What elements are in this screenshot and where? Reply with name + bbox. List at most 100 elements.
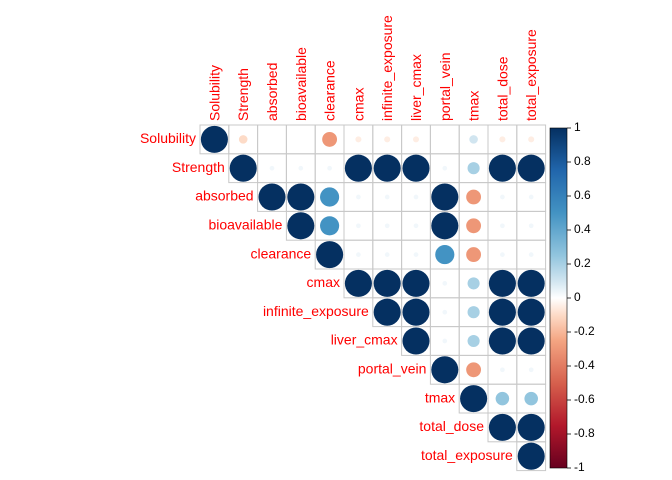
corr-circle-Strength-Strength bbox=[229, 154, 257, 182]
corr-circle-clearance-total_dose bbox=[500, 252, 505, 257]
corr-circle-infinite_exposure-total_dose bbox=[488, 298, 516, 326]
corr-circle-portal_vein-tmax bbox=[466, 362, 482, 378]
corr-circle-cmax-total_exposure bbox=[517, 269, 545, 297]
corr-circle-bioavailable-total_exposure bbox=[528, 223, 534, 229]
corr-circle-absorbed-clearance bbox=[320, 187, 340, 207]
corr-circle-bioavailable-total_dose bbox=[500, 223, 505, 229]
corr-circle-Strength-portal_vein bbox=[442, 165, 448, 171]
corr-circle-liver_cmax-total_dose bbox=[488, 327, 516, 355]
row-label-infinite_exposure: infinite_exposure bbox=[263, 303, 369, 319]
corr-circle-absorbed-portal_vein bbox=[431, 183, 459, 211]
corr-circle-absorbed-tmax bbox=[466, 189, 482, 205]
corr-circle-bioavailable-liver_cmax bbox=[413, 223, 419, 229]
color-legend-tick-label: -0.8 bbox=[574, 426, 595, 440]
corr-circle-Strength-total_dose bbox=[488, 154, 516, 182]
corr-circle-infinite_exposure-liver_cmax bbox=[402, 298, 430, 326]
corr-circle-Strength-cmax bbox=[344, 154, 372, 182]
corr-circle-clearance-total_exposure bbox=[528, 252, 534, 257]
corr-circle-infinite_exposure-infinite_exposure bbox=[373, 298, 401, 326]
corr-circle-tmax-tmax bbox=[460, 385, 488, 413]
corr-circle-Solubility-tmax bbox=[469, 135, 478, 144]
row-labels: Solubility Strength absorbed bioavailable cl… bbox=[140, 130, 513, 463]
corr-circle-liver_cmax-liver_cmax bbox=[402, 327, 430, 355]
color-legend-tick-label: 0.6 bbox=[574, 188, 591, 202]
color-legend-tick-label: -0.4 bbox=[574, 358, 595, 372]
corr-circle-bioavailable-infinite_exposure bbox=[384, 223, 390, 229]
corr-circle-portal_vein-total_exposure bbox=[528, 367, 534, 373]
corr-circle-clearance-cmax bbox=[356, 252, 361, 257]
corr-circle-Solubility-Solubility bbox=[200, 125, 228, 153]
column-label-Solubility: Solubility bbox=[206, 65, 222, 121]
column-label-portal_vein: portal_vein bbox=[437, 53, 453, 122]
correlation-grid bbox=[199, 124, 547, 472]
grid-cell bbox=[516, 441, 547, 472]
row-label-total_dose: total_dose bbox=[419, 418, 484, 434]
column-labels: Solubility Strength absorbed bioavailable cl… bbox=[206, 15, 539, 121]
corr-circle-Strength-tmax bbox=[467, 162, 480, 175]
row-label-total_exposure: total_exposure bbox=[421, 447, 513, 463]
color-legend-tick-label: -0.2 bbox=[574, 324, 595, 338]
row-label-bioavailable: bioavailable bbox=[208, 217, 282, 233]
corr-circle-Strength-bioavailable bbox=[298, 165, 304, 171]
row-label-portal_vein: portal_vein bbox=[358, 361, 427, 377]
column-label-total_exposure: total_exposure bbox=[523, 29, 539, 121]
color-legend-tick-label: 1 bbox=[574, 120, 581, 134]
color-legend-tick-label: 0.2 bbox=[574, 256, 591, 270]
corr-circle-absorbed-bioavailable bbox=[287, 183, 315, 211]
corr-circle-Strength-absorbed bbox=[269, 165, 275, 171]
column-label-liver_cmax: liver_cmax bbox=[408, 54, 424, 121]
row-label-cmax: cmax bbox=[307, 274, 340, 290]
correlation-circles bbox=[200, 125, 545, 470]
corr-circle-Solubility-Strength bbox=[238, 135, 248, 144]
color-legend-tick-label: 0.4 bbox=[574, 222, 591, 236]
corr-circle-total_dose-total_dose bbox=[488, 413, 516, 441]
row-label-clearance: clearance bbox=[250, 245, 311, 261]
color-legend-tick-label: 0 bbox=[574, 290, 581, 304]
color-legend-tick-label: 0.8 bbox=[574, 154, 591, 168]
corr-circle-portal_vein-portal_vein bbox=[431, 356, 459, 384]
grid-cell bbox=[285, 124, 316, 155]
column-label-absorbed: absorbed bbox=[264, 63, 280, 121]
corr-circle-clearance-infinite_exposure bbox=[384, 252, 390, 257]
row-label-tmax: tmax bbox=[425, 389, 455, 405]
corr-circle-clearance-portal_vein bbox=[435, 245, 455, 265]
corr-circle-tmax-total_exposure bbox=[524, 391, 538, 406]
corr-circle-cmax-total_dose bbox=[488, 269, 516, 297]
color-legend-tick-label: -1 bbox=[574, 460, 585, 474]
corr-circle-absorbed-absorbed bbox=[258, 183, 286, 211]
row-label-Solubility: Solubility bbox=[140, 130, 196, 146]
corr-circle-absorbed-cmax bbox=[356, 194, 361, 200]
corr-circle-tmax-total_dose bbox=[495, 391, 510, 406]
corr-circle-liver_cmax-portal_vein bbox=[442, 338, 448, 344]
corr-circle-infinite_exposure-portal_vein bbox=[442, 309, 448, 315]
corr-circle-total_exposure-total_exposure bbox=[517, 442, 545, 470]
corr-circle-bioavailable-portal_vein bbox=[431, 212, 459, 240]
corr-circle-bioavailable-bioavailable bbox=[287, 212, 315, 240]
column-label-tmax: tmax bbox=[466, 91, 482, 121]
corr-circle-cmax-liver_cmax bbox=[402, 269, 430, 297]
column-label-infinite_exposure: infinite_exposure bbox=[379, 15, 395, 121]
grid-cell bbox=[429, 124, 460, 155]
column-label-cmax: cmax bbox=[350, 88, 366, 121]
column-label-bioavailable: bioavailable bbox=[293, 47, 309, 121]
row-label-liver_cmax: liver_cmax bbox=[331, 332, 398, 348]
corr-circle-absorbed-liver_cmax bbox=[413, 194, 419, 200]
corr-circle-bioavailable-tmax bbox=[466, 218, 482, 234]
column-label-total_dose: total_dose bbox=[494, 56, 510, 121]
corr-circle-Strength-infinite_exposure bbox=[373, 154, 401, 182]
color-legend-tick-label: -0.6 bbox=[574, 392, 595, 406]
corr-circle-cmax-cmax bbox=[344, 269, 372, 297]
corr-circle-absorbed-total_exposure bbox=[528, 194, 534, 200]
corr-circle-Solubility-cmax bbox=[355, 136, 362, 143]
corr-circle-liver_cmax-total_exposure bbox=[517, 327, 545, 355]
row-label-Strength: Strength bbox=[172, 159, 225, 175]
corr-circle-Solubility-total_dose bbox=[499, 136, 506, 143]
corr-circle-bioavailable-cmax bbox=[356, 223, 361, 229]
corr-circle-infinite_exposure-tmax bbox=[467, 306, 480, 319]
corr-circle-absorbed-total_dose bbox=[500, 194, 505, 200]
color-legend-ticks: 1 0.8 0.6 0.4 0.2 0 -0.2 -0.4 -0.6 -0.8 -1 bbox=[567, 120, 595, 474]
column-label-Strength: Strength bbox=[235, 68, 251, 121]
corr-circle-bioavailable-clearance bbox=[320, 216, 340, 236]
grid-cell bbox=[257, 124, 287, 155]
